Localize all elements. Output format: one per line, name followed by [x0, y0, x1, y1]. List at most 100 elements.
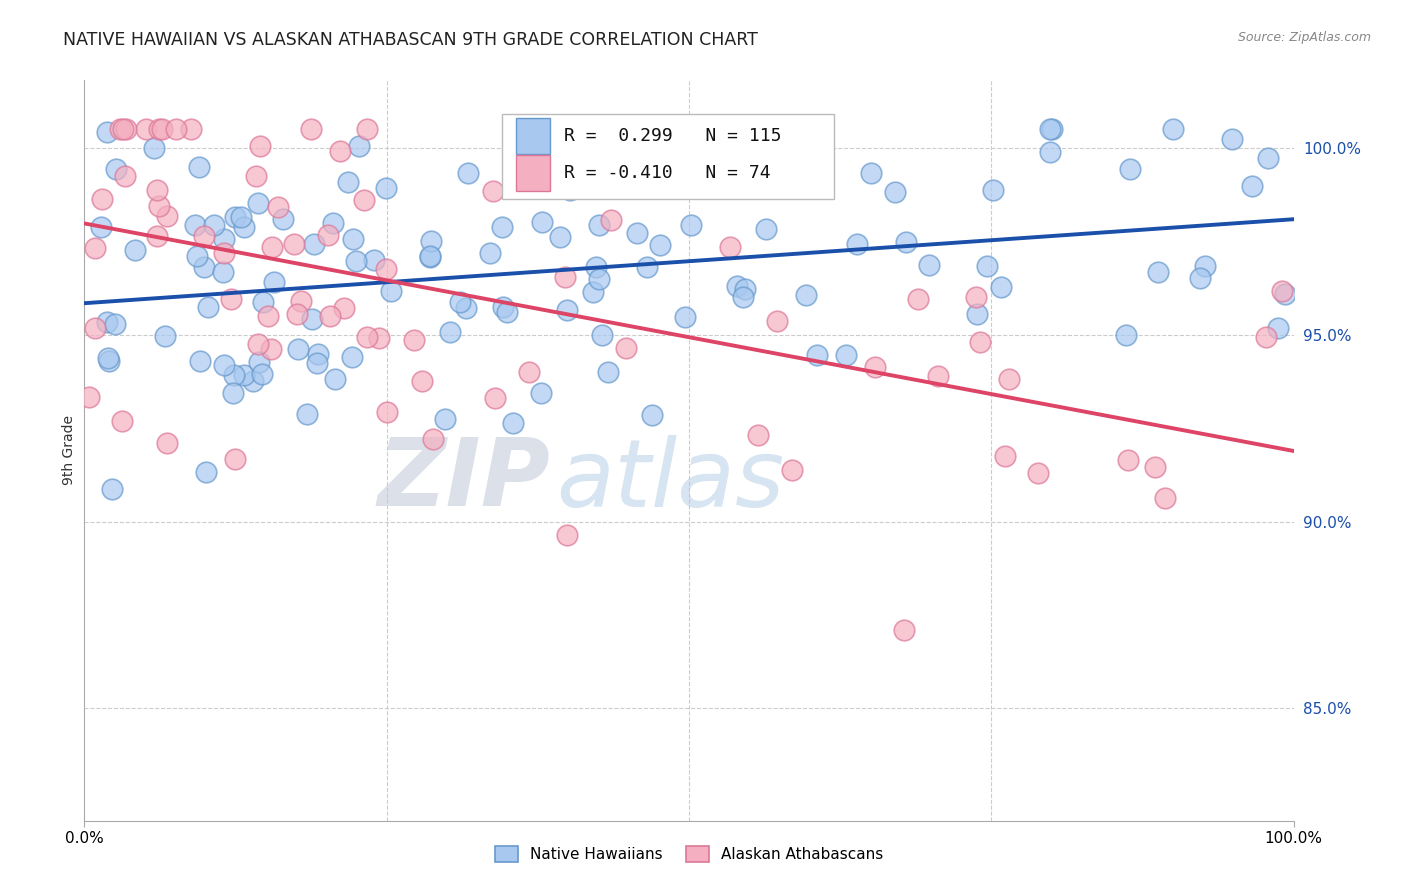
Point [249, 139, 271, 153]
Point [222, 386, 245, 401]
Point [860, 166, 883, 180]
Point [285, 307, 308, 321]
Point [496, 305, 519, 319]
Point [510, 146, 533, 161]
FancyBboxPatch shape [516, 155, 550, 191]
Point [614, 341, 637, 355]
Point [112, 121, 135, 136]
Point [347, 139, 370, 153]
Point [229, 210, 252, 224]
Point [907, 293, 929, 307]
Text: Source: ZipAtlas.com: Source: ZipAtlas.com [1237, 31, 1371, 45]
Point [741, 127, 763, 141]
Point [96, 315, 118, 329]
Text: NATIVE HAWAIIAN VS ALASKAN ATHABASCAN 9TH GRADE CORRELATION CHART: NATIVE HAWAIIAN VS ALASKAN ATHABASCAN 9T… [63, 31, 758, 49]
Point [1240, 179, 1263, 194]
Point [668, 121, 690, 136]
Point [375, 405, 398, 419]
Point [332, 301, 354, 315]
Point [257, 309, 280, 323]
Point [640, 409, 662, 423]
Point [267, 200, 290, 214]
Point [894, 235, 917, 249]
Point [202, 218, 225, 232]
Point [247, 196, 270, 211]
Point [548, 229, 571, 244]
Point [150, 121, 173, 136]
Point [1115, 328, 1137, 343]
Point [402, 333, 425, 347]
Point [290, 293, 312, 308]
Point [596, 365, 619, 379]
Point [673, 310, 696, 324]
Point [976, 260, 998, 274]
Point [1194, 260, 1216, 274]
Point [197, 300, 219, 314]
Point [555, 303, 578, 318]
Point [242, 375, 264, 389]
Point [262, 240, 284, 254]
Point [374, 261, 396, 276]
Point [322, 216, 344, 230]
Point [554, 269, 576, 284]
Point [449, 295, 471, 310]
Point [966, 307, 988, 321]
Point [411, 375, 433, 389]
Point [765, 314, 787, 328]
Point [648, 238, 671, 252]
Point [863, 360, 886, 375]
Point [782, 463, 804, 477]
Point [305, 356, 328, 370]
Text: R = -0.410   N = 74: R = -0.410 N = 74 [564, 164, 770, 182]
Point [531, 215, 554, 229]
Point [146, 229, 169, 244]
Point [439, 325, 461, 339]
Point [998, 372, 1021, 386]
Point [588, 219, 610, 233]
Point [600, 212, 623, 227]
Point [155, 328, 177, 343]
Point [114, 169, 136, 183]
Point [342, 232, 364, 246]
Point [344, 253, 367, 268]
Point [145, 184, 167, 198]
Point [319, 310, 342, 324]
Point [212, 358, 235, 372]
Point [245, 169, 267, 183]
Point [98, 353, 121, 368]
Point [582, 285, 605, 300]
Point [232, 220, 254, 235]
Point [104, 317, 127, 331]
Point [969, 334, 991, 349]
Point [718, 240, 741, 254]
Point [422, 432, 444, 446]
Point [224, 452, 246, 467]
Point [83, 321, 105, 335]
Point [148, 199, 170, 213]
Point [271, 211, 294, 226]
Point [482, 185, 505, 199]
Point [609, 174, 631, 188]
Text: R =  0.299   N = 115: R = 0.299 N = 115 [564, 127, 782, 145]
Point [111, 415, 134, 429]
Point [375, 180, 398, 194]
Point [301, 312, 323, 326]
Point [148, 121, 170, 136]
Point [353, 194, 375, 208]
Point [342, 351, 364, 365]
Point [806, 348, 828, 362]
Point [419, 250, 441, 264]
Point [287, 342, 309, 356]
Point [77, 391, 100, 405]
Point [90, 193, 112, 207]
Point [380, 284, 402, 298]
FancyBboxPatch shape [502, 113, 834, 199]
Point [188, 353, 211, 368]
Point [1039, 121, 1062, 136]
Point [479, 246, 502, 260]
Point [981, 183, 1004, 197]
Point [893, 624, 915, 638]
Point [180, 121, 202, 136]
Point [166, 121, 188, 136]
Point [263, 275, 285, 289]
